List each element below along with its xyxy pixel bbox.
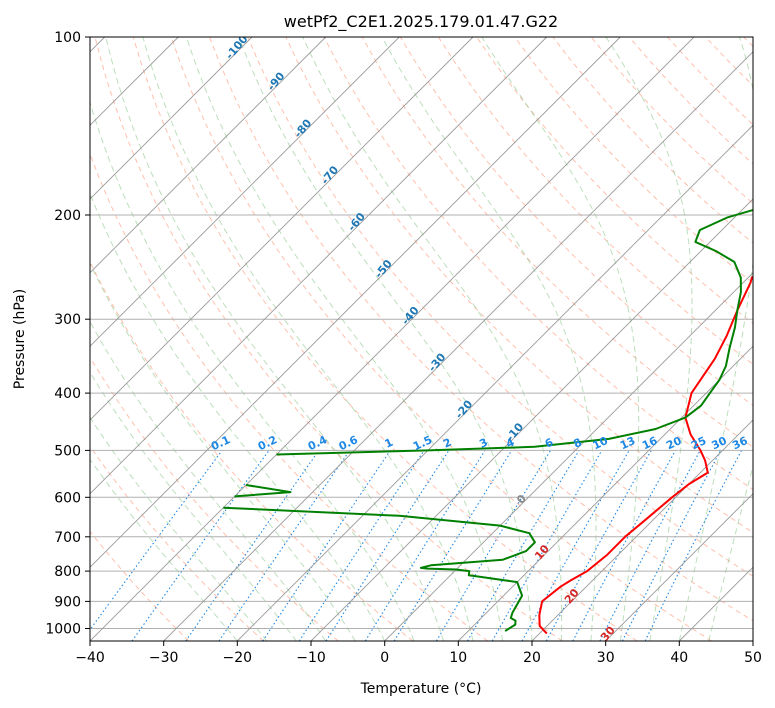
moist-adiabat-line [481,37,640,641]
chart-title: wetPf2_C2E1.2025.179.01.47.G22 [284,12,558,32]
isotherm-line [236,124,753,641]
mixing-ratio-line [521,450,630,641]
moist-adiabats [90,37,753,641]
moist-adiabat-line [90,100,415,641]
mixing-ratio-label: 10 [591,434,611,452]
moist-adiabat-line [142,37,474,641]
isotherm-line [752,640,753,641]
isotherm-line [90,37,474,421]
mixing-ratio-label: 30 [710,434,730,452]
moist-adiabat-line [90,458,238,641]
isotherm-line [384,272,753,641]
moist-adiabat-line [678,37,753,641]
x-tick-label: 40 [670,650,688,666]
isotherm-line [310,198,753,641]
plot-area: 0.1 0.2 0.4 0.6 1 1.5 2 3 4 6 8 10 13 16 20 25 30 36-100-… [90,37,753,676]
dry-adiabat-line [209,37,753,622]
isotherm-line [90,37,253,200]
dry-adiabat-line [90,530,190,641]
mixing-ratio-line [545,450,652,641]
mixing-ratio-label: 36 [730,434,750,452]
dry-adiabat-line [170,37,712,641]
moist-adiabat-line [90,416,268,641]
mixing-ratio-line [90,450,223,631]
y-tick-label: 500 [54,443,81,459]
mixing-ratio-line [218,450,351,641]
y-axis-label: Pressure (hPa) [12,289,28,389]
dry-adiabat-line [247,37,753,577]
moist-adiabat-line [90,262,356,641]
x-tick-label: 20 [523,650,541,666]
mixing-ratio-line [298,450,425,641]
y-tick-label: 400 [54,386,81,402]
dry-adiabat-line [94,37,563,641]
plot-background [90,37,753,641]
y-tick-label: 200 [54,208,81,224]
isotherm-line [605,493,753,641]
y-tick-label: 300 [54,312,81,328]
isotherm-line [90,37,327,274]
axes: −40 −30 −20 −10 0 10 20 30 40 50 100 200 300 400 500 60… [45,30,762,666]
x-axis-label: Temperature (°C) [360,681,482,697]
x-tick-label: 0 [380,650,389,666]
y-tick-label: 900 [54,594,81,610]
dry-adiabat-line [90,356,339,641]
mixing-ratio-label: 13 [618,434,637,452]
x-tick-label: 10 [449,650,467,666]
dry-adiabat-line [90,445,264,641]
mixing-ratio-label: 20 [664,434,684,452]
mixing-ratio-line [644,450,742,641]
mixing-ratio-line [393,450,513,641]
isotherm-label: 40 [639,656,659,676]
isotherm-lines [90,37,753,641]
dry-adiabat-line [132,37,638,641]
isotherm-line [90,37,621,568]
moist-adiabat-line [186,37,503,641]
x-tick-label: −40 [75,650,105,666]
dry-adiabat-line [90,152,488,641]
x-tick-label: −10 [296,650,326,666]
mixing-ratio-line [325,450,450,641]
y-tick-label: 1000 [45,622,81,638]
plot-frame [89,36,754,642]
y-tick-label: 800 [54,564,81,580]
moist-adiabat-line [90,320,327,641]
profile-series [223,208,753,635]
moist-adiabat-line [381,37,597,641]
moist-adiabat-line [90,371,297,641]
moist-adiabat-line [238,37,533,641]
dewpoint-line-segment [234,484,292,498]
x-tick-label: 50 [744,650,762,666]
moist-adiabat-line [708,464,753,641]
dry-adiabat-line [399,37,753,407]
mixing-ratio-line [262,450,391,641]
y-tick-label: 600 [54,490,81,506]
isotherm-line [90,37,548,495]
x-tick-label: −30 [149,650,179,666]
isotherm-line [90,37,695,641]
isotherm-line [163,51,753,641]
x-tick-label: −20 [223,650,253,666]
isotherm-line [90,37,400,347]
y-tick-label: 100 [54,30,81,46]
isotherm-line [531,419,753,641]
mixing-ratio-line [185,450,320,641]
dewpoint-line [223,506,536,632]
moist-adiabat-line [605,37,693,641]
dewpoint-line-segment [276,208,753,456]
y-tick-label: 700 [54,530,81,546]
x-tick-label: 30 [597,650,615,666]
isotherm-line [457,345,753,641]
moist-adiabat-line [302,37,563,641]
mixing-ratio-label: 25 [689,434,708,452]
mixing-ratio-line [572,450,676,641]
mixing-ratio-line [621,450,722,641]
mixing-ratio-label: 16 [640,434,660,452]
moist-adiabat-line [90,192,386,641]
mixing-ratio-lines [90,450,742,641]
moist-adiabat-line [105,37,445,641]
pressure-gridlines [90,37,753,629]
